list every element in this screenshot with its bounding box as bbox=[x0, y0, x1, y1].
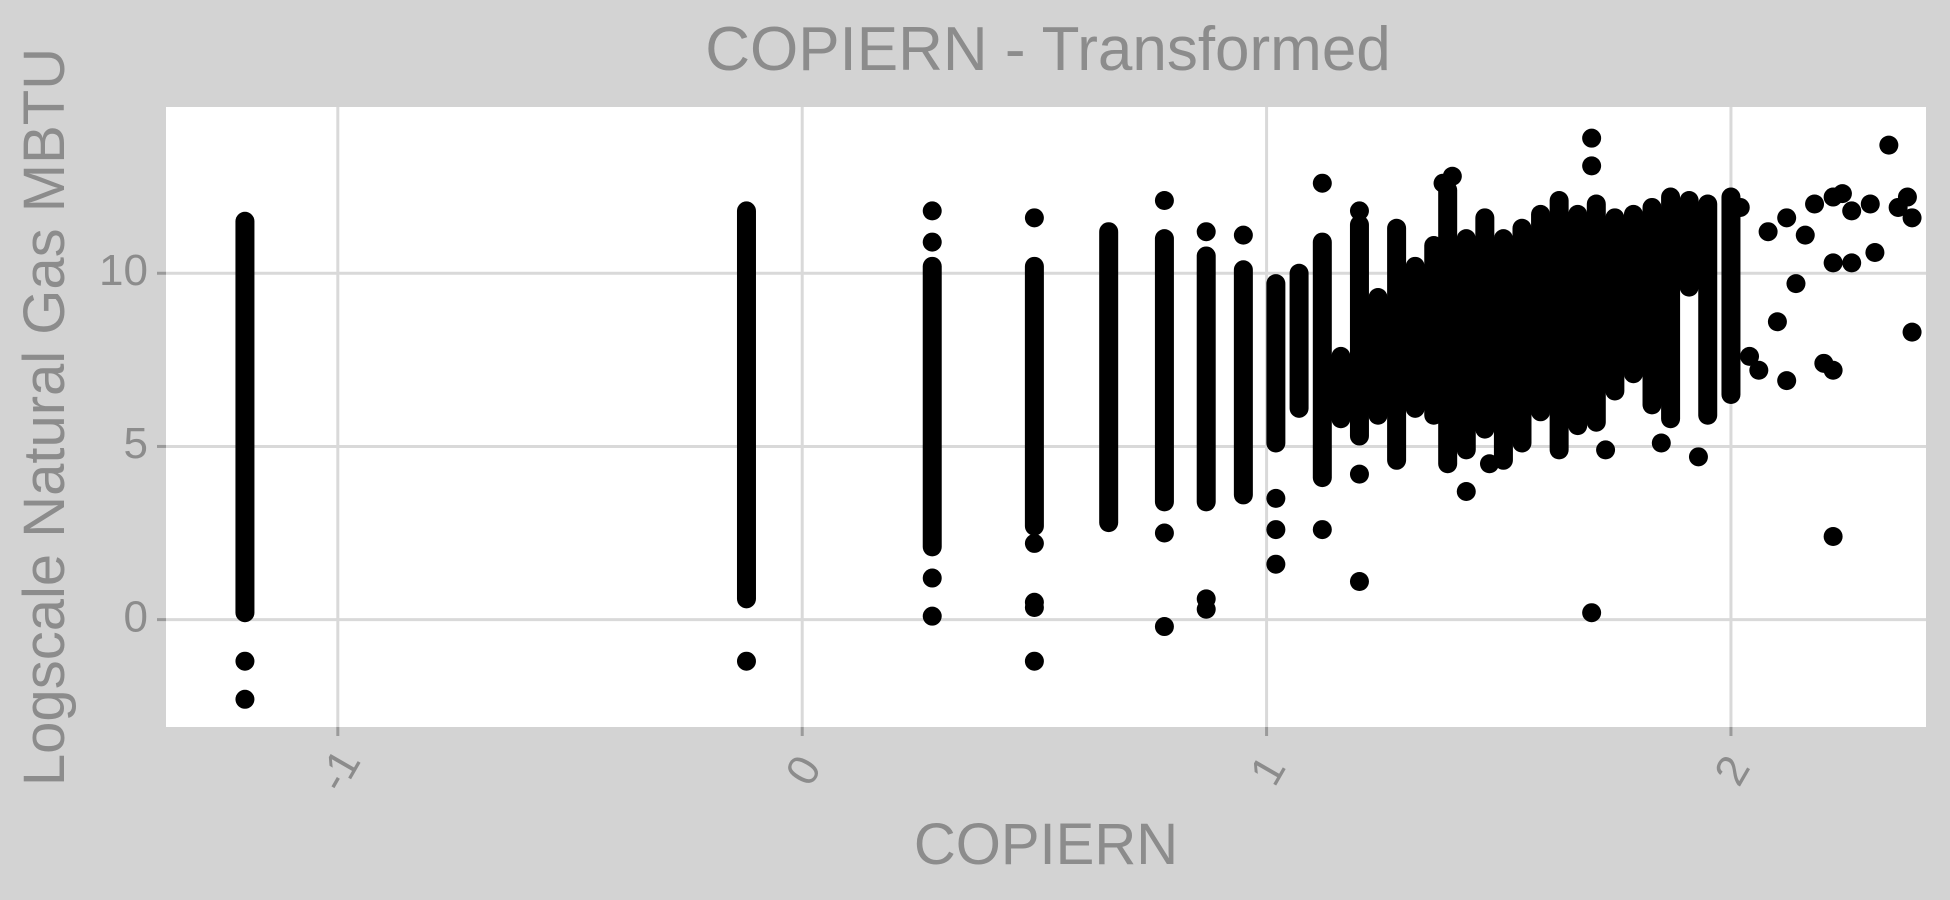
data-point bbox=[1823, 526, 1843, 546]
data-point bbox=[922, 606, 942, 626]
data-point bbox=[1312, 173, 1332, 193]
y-axis-title: Logscale Natural Gas MBTU bbox=[12, 48, 77, 786]
data-point bbox=[1688, 447, 1708, 467]
data-point bbox=[1832, 184, 1852, 204]
data-point bbox=[235, 689, 255, 709]
data-point bbox=[1902, 322, 1922, 342]
y-tick-label: 10 bbox=[99, 246, 148, 295]
data-point bbox=[1196, 599, 1216, 619]
data-point bbox=[1442, 166, 1462, 186]
data-point bbox=[1596, 440, 1616, 460]
data-point bbox=[1823, 360, 1843, 380]
data-point bbox=[235, 651, 255, 671]
data-point bbox=[1479, 454, 1499, 474]
data-point bbox=[1024, 533, 1044, 553]
data-point bbox=[1795, 225, 1815, 245]
data-point bbox=[1777, 371, 1797, 391]
data-point bbox=[1266, 554, 1286, 574]
data-point bbox=[1266, 488, 1286, 508]
data-point bbox=[1749, 360, 1769, 380]
data-point bbox=[1740, 346, 1760, 366]
data-point bbox=[1196, 222, 1216, 242]
data-point bbox=[1879, 135, 1899, 155]
data-point bbox=[1582, 128, 1602, 148]
data-point bbox=[1154, 523, 1174, 543]
data-point bbox=[1758, 222, 1778, 242]
data-point bbox=[1024, 598, 1044, 618]
x-axis-title: COPIERN bbox=[914, 812, 1178, 877]
data-point bbox=[1730, 197, 1750, 217]
data-point bbox=[1865, 242, 1885, 262]
data-point bbox=[1860, 194, 1880, 214]
data-point bbox=[1456, 481, 1476, 501]
y-tick-label: 0 bbox=[124, 592, 148, 641]
data-point bbox=[1897, 187, 1917, 207]
data-point bbox=[1842, 201, 1862, 221]
data-point bbox=[1777, 208, 1797, 228]
data-point bbox=[1349, 464, 1369, 484]
data-point bbox=[1842, 253, 1862, 273]
data-point bbox=[1024, 651, 1044, 671]
data-point bbox=[1823, 253, 1843, 273]
chart-title: COPIERN - Transformed bbox=[705, 15, 1391, 84]
data-point bbox=[1233, 225, 1253, 245]
data-point bbox=[1024, 208, 1044, 228]
data-point bbox=[1154, 191, 1174, 211]
data-point bbox=[1902, 208, 1922, 228]
data-points bbox=[235, 128, 1922, 709]
data-point bbox=[1786, 274, 1806, 294]
data-point bbox=[1651, 433, 1671, 453]
y-axis-ticks: 0 5 10 bbox=[99, 246, 166, 641]
y-tick-label: 5 bbox=[124, 419, 148, 468]
data-point bbox=[922, 568, 942, 588]
data-point bbox=[736, 651, 756, 671]
data-point bbox=[1312, 520, 1332, 540]
data-point bbox=[922, 232, 942, 252]
data-point bbox=[1582, 603, 1602, 623]
data-point bbox=[1767, 312, 1787, 332]
data-point bbox=[1582, 156, 1602, 176]
data-point bbox=[1805, 194, 1825, 214]
data-point bbox=[1349, 201, 1369, 221]
data-point bbox=[1349, 572, 1369, 592]
data-point bbox=[1154, 617, 1174, 637]
data-point bbox=[922, 201, 942, 221]
data-point bbox=[1266, 520, 1286, 540]
